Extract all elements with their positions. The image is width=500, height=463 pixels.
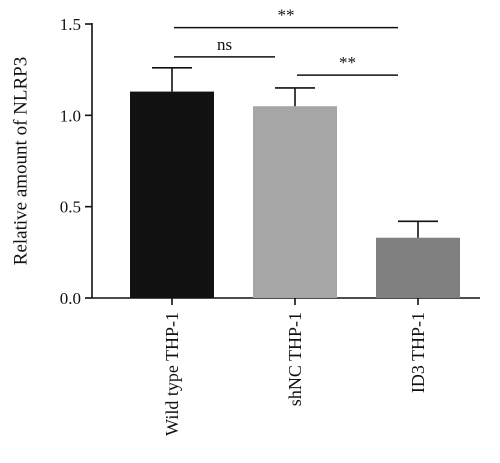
bar: [376, 237, 460, 298]
x-tick-label: shNC THP-1: [285, 312, 305, 406]
significance-label: **: [278, 6, 295, 25]
x-tick-label: Wild type THP-1: [162, 312, 182, 436]
y-axis-title: Relative amount of NLRP3: [10, 57, 31, 265]
x-tick-label: ID3 THP-1: [408, 312, 428, 393]
y-tick-label: 1.5: [60, 15, 81, 34]
y-tick-label: 0.0: [60, 289, 81, 308]
bar: [130, 91, 214, 298]
y-tick-label: 0.5: [60, 198, 81, 217]
significance-label: ns: [217, 35, 232, 54]
bar: [253, 106, 337, 298]
significance-label: **: [339, 53, 356, 72]
y-tick-label: 1.0: [60, 106, 81, 125]
